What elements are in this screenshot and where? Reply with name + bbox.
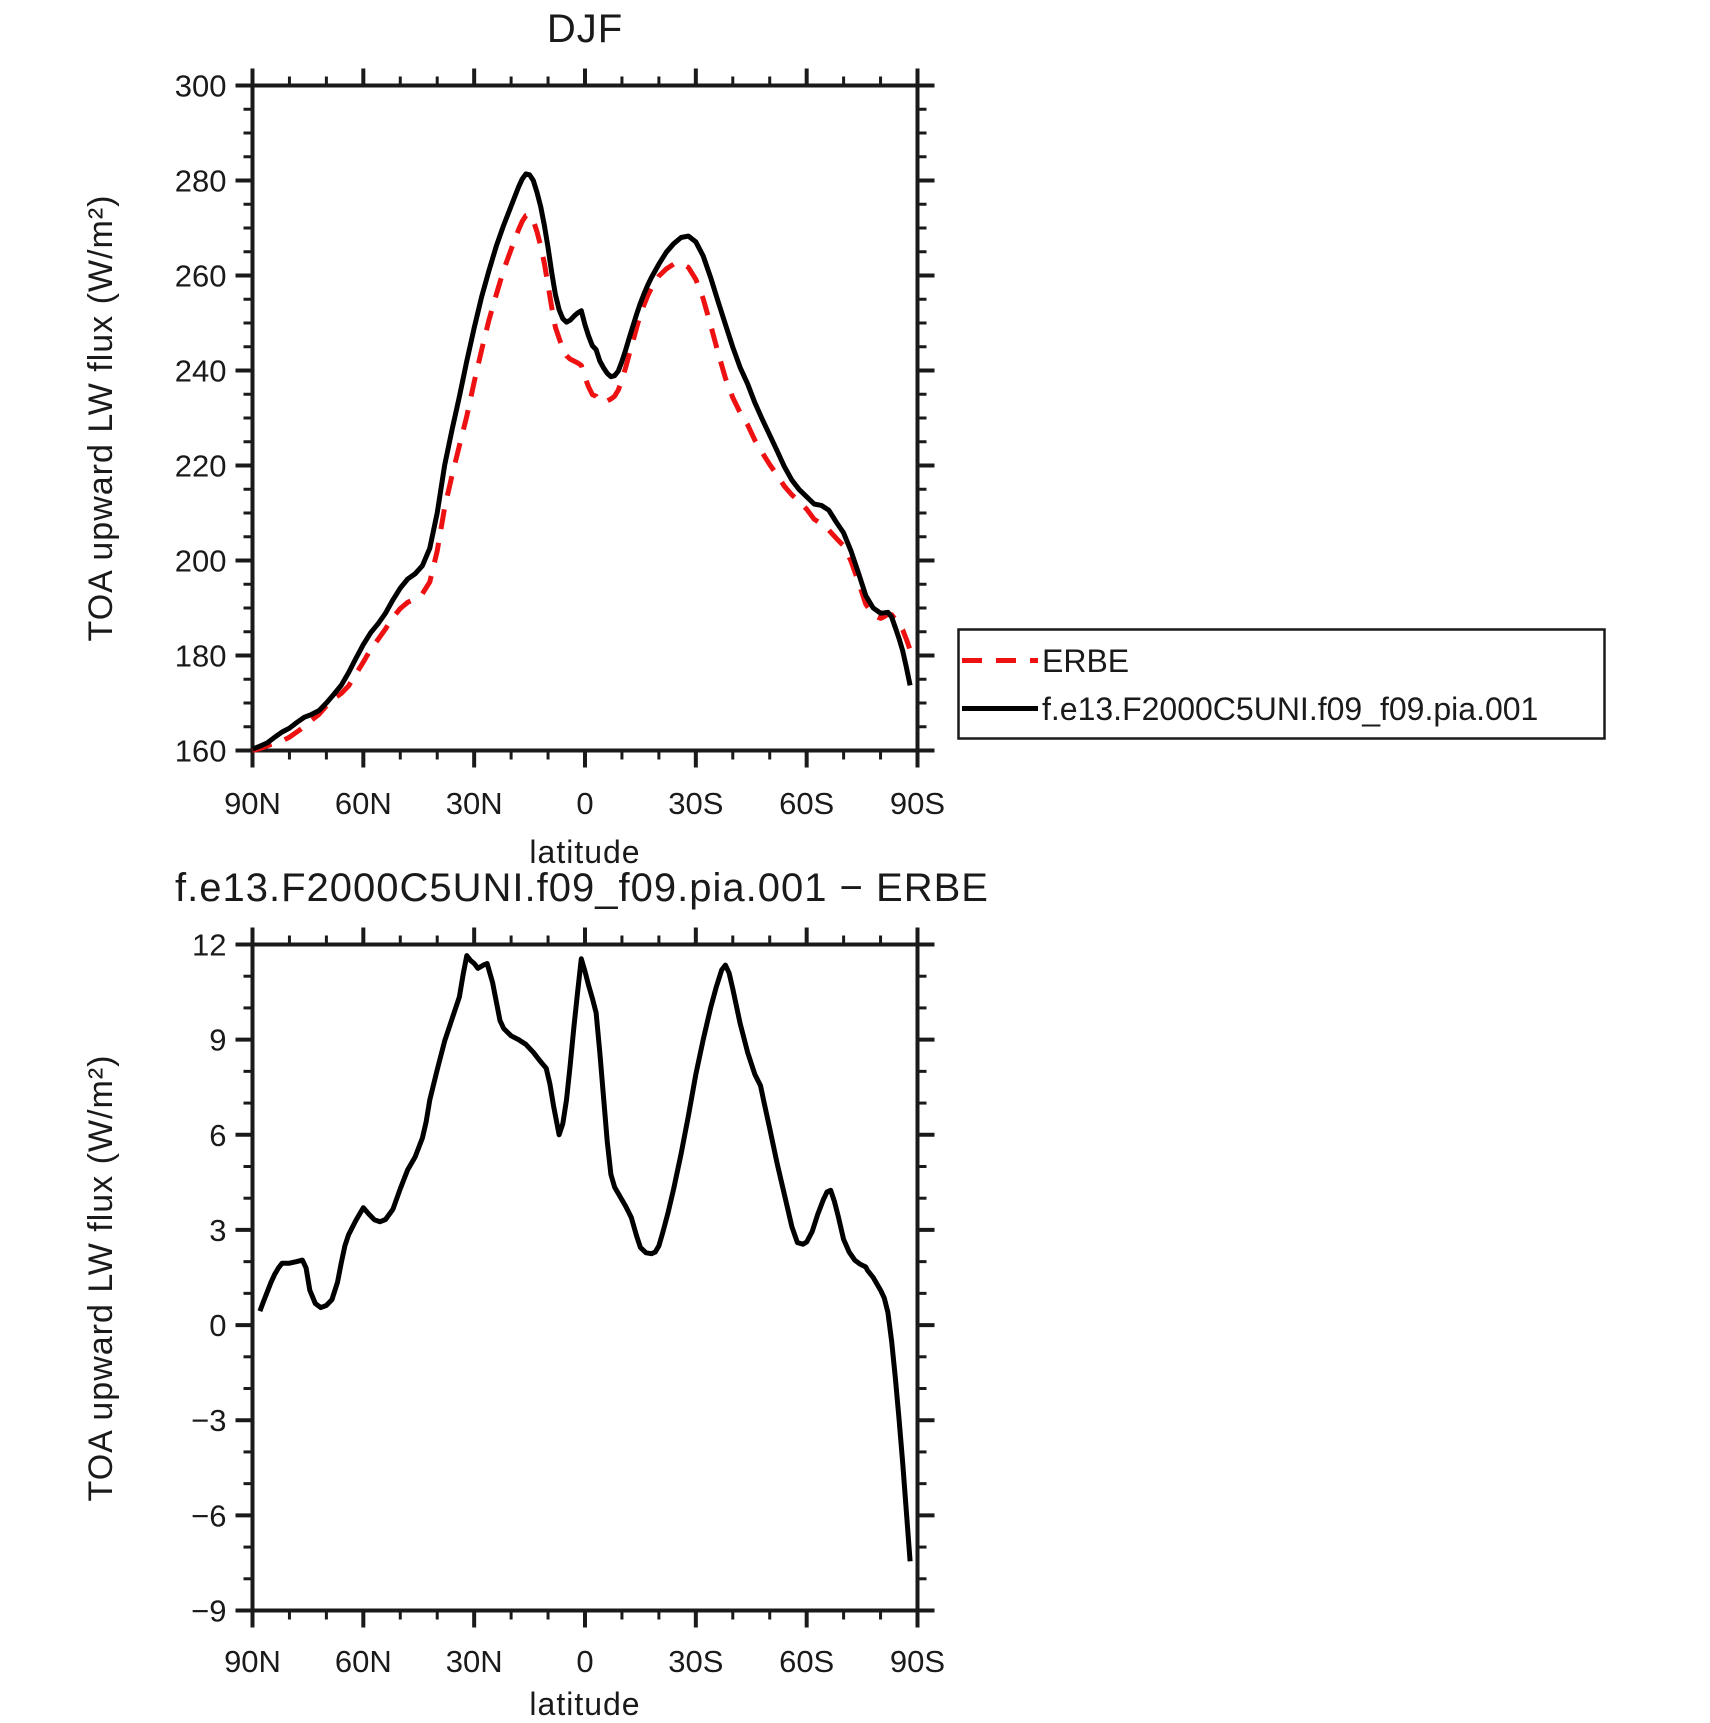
y-tick-label: 280 <box>175 164 227 199</box>
top-plot-title: DJF <box>547 7 623 51</box>
x-tick-label: 90S <box>890 1644 945 1679</box>
x-tick-label: 60S <box>779 1644 834 1679</box>
bottom-plot-title: f.e13.F2000C5UNI.f09_f09.pia.001 − ERBE <box>175 866 989 910</box>
bottom-plot: 90N 60N 30N 0 30S 60S 90S −9 −6 −3 0 3 6 9 12 <box>191 927 945 1679</box>
x-tick-label: 30S <box>668 1644 723 1679</box>
y-tick-label: −6 <box>191 1498 226 1533</box>
top-plot-xaxis-label: latitude <box>529 834 640 870</box>
bottom-plot-yaxis-label: TOA upward LW flux (W/m²) <box>82 1055 120 1502</box>
y-tick-label: 9 <box>209 1023 226 1058</box>
x-tick-label: 60N <box>335 1644 392 1679</box>
legend-frame <box>957 628 1606 740</box>
x-tick-label: 0 <box>576 786 593 821</box>
x-tick-label: 60N <box>335 786 392 821</box>
x-tick-label: 90N <box>224 1644 281 1679</box>
x-tick-label: 90N <box>224 786 281 821</box>
series-erbe <box>251 212 913 753</box>
x-tick-label: 30S <box>668 786 723 821</box>
legend-label-erbe: ERBE <box>1042 643 1129 679</box>
y-tick-label: 160 <box>175 734 227 769</box>
y-tick-label: 3 <box>209 1213 226 1248</box>
series-f-e13-f2000c5uni-f09-f09-pia-001 <box>251 171 913 752</box>
plot-frame <box>250 942 920 1613</box>
x-tick-label: 30N <box>446 1644 503 1679</box>
y-tick-label: 240 <box>175 354 227 389</box>
legend-label-model: f.e13.F2000C5UNI.f09_f09.pia.001 <box>1042 691 1538 727</box>
series-difference <box>257 953 913 1562</box>
x-tick-label: 0 <box>576 1644 593 1679</box>
y-tick-label: 200 <box>175 544 227 579</box>
plot-frame <box>250 83 920 753</box>
x-tick-label: 90S <box>890 786 945 821</box>
y-tick-label: 220 <box>175 449 227 484</box>
bottom-plot-xaxis-label: latitude <box>529 1686 640 1722</box>
y-tick-label: 0 <box>209 1308 226 1343</box>
y-tick-label: −3 <box>191 1403 226 1438</box>
y-tick-label: 300 <box>175 69 227 104</box>
top-plot: 90N 60N 30N 0 30S 60S 90S 160 180 200 220 240 260 280… <box>175 68 945 821</box>
top-plot-yaxis-label: TOA upward LW flux (W/m²) <box>82 195 120 642</box>
y-tick-label: 12 <box>192 928 226 963</box>
y-tick-label: 6 <box>209 1118 226 1153</box>
y-tick-label: −9 <box>191 1594 226 1629</box>
legend-box: ERBE f.e13.F2000C5UNI.f09_f09.pia.001 <box>957 628 1606 740</box>
x-tick-label: 30N <box>446 786 503 821</box>
y-tick-label: 180 <box>175 639 227 674</box>
y-tick-label: 260 <box>175 259 227 294</box>
x-tick-label: 60S <box>779 786 834 821</box>
